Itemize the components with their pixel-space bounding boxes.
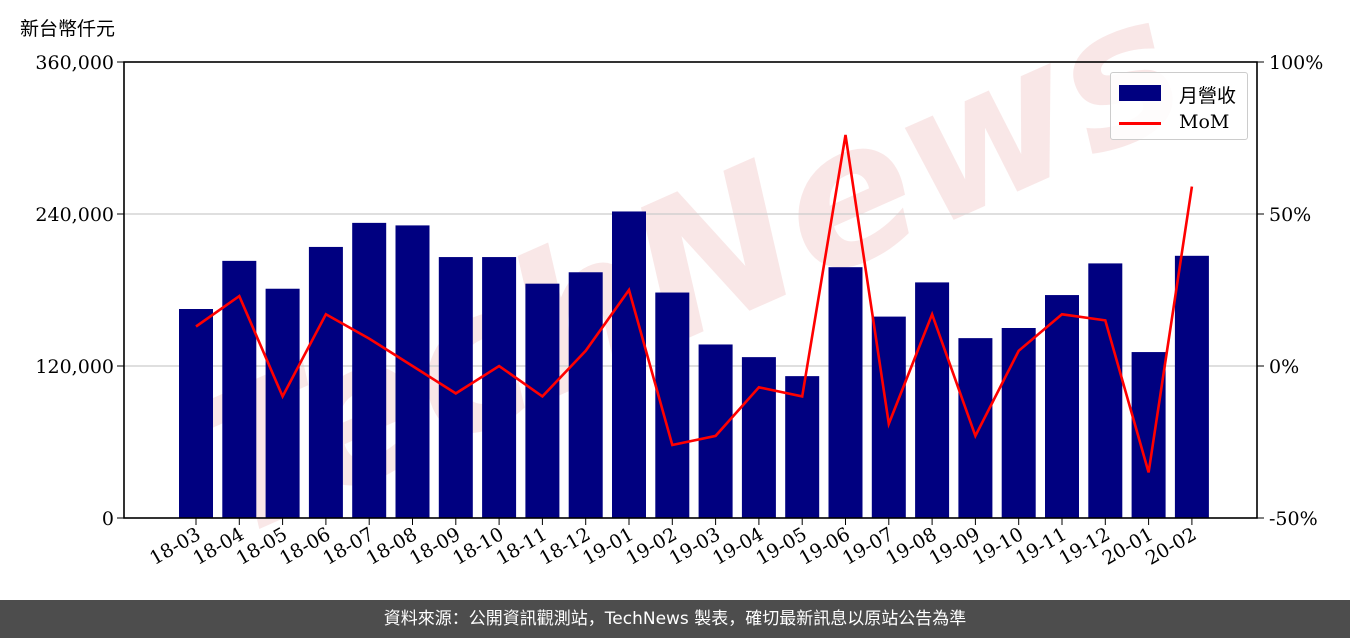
x-tick-label: 20-02 bbox=[1142, 523, 1200, 569]
footer-source-note: 資料來源：公開資訊觀測站，TechNews 製表，確切最新訊息以原站公告為準 bbox=[0, 600, 1350, 638]
mom-line bbox=[195, 134, 1194, 473]
legend-item-mom: MoM bbox=[1119, 109, 1245, 135]
legend-swatch-bar bbox=[1119, 85, 1161, 101]
y2-tick-label: 0% bbox=[1269, 356, 1299, 378]
legend-swatch-line bbox=[1119, 122, 1161, 125]
y2-tick-label: 50% bbox=[1269, 204, 1311, 226]
bar bbox=[785, 376, 820, 518]
bar bbox=[482, 257, 517, 518]
y-tick-label: 360,000 bbox=[35, 52, 114, 74]
y-tick-label: 0 bbox=[102, 508, 114, 530]
y-axis-label: 新台幣仟元 bbox=[20, 18, 116, 40]
legend: 月營收 MoM bbox=[1110, 72, 1248, 140]
bar bbox=[438, 257, 473, 518]
bar bbox=[915, 282, 950, 518]
bar bbox=[265, 288, 300, 518]
legend-label-revenue: 月營收 bbox=[1179, 85, 1237, 107]
bar bbox=[179, 309, 213, 518]
bar bbox=[1088, 263, 1123, 518]
chart: TechNews0120,000240,000360,000-50%0%50%1… bbox=[35, 0, 1323, 584]
y2-tick-label: 100% bbox=[1269, 52, 1323, 74]
plot-frame bbox=[123, 61, 1258, 519]
y2-tick-label: -50% bbox=[1269, 508, 1318, 530]
bar bbox=[741, 357, 776, 518]
bar bbox=[828, 267, 863, 518]
bar bbox=[222, 260, 257, 518]
legend-label-mom: MoM bbox=[1179, 111, 1230, 133]
bar bbox=[525, 283, 560, 518]
bar bbox=[958, 338, 993, 518]
bar bbox=[612, 211, 646, 518]
bar bbox=[308, 246, 343, 518]
bar bbox=[568, 272, 603, 518]
bar bbox=[1001, 328, 1036, 518]
bar bbox=[1045, 295, 1079, 518]
bar bbox=[395, 225, 430, 518]
y-tick-label: 240,000 bbox=[35, 204, 114, 226]
bar bbox=[698, 344, 733, 518]
bar bbox=[1174, 255, 1209, 519]
y-tick-label: 120,000 bbox=[35, 356, 114, 378]
bar bbox=[352, 222, 387, 518]
legend-item-revenue: 月營收 bbox=[1119, 79, 1245, 107]
